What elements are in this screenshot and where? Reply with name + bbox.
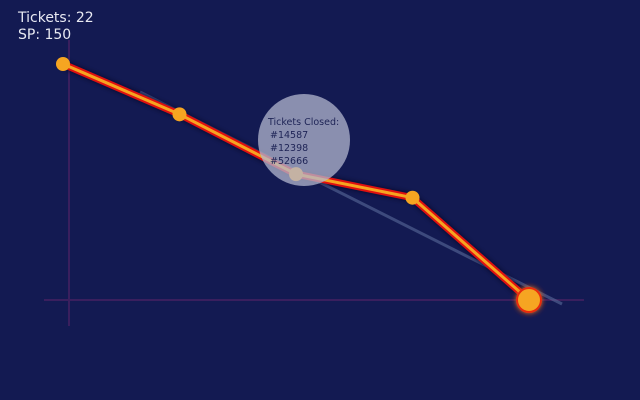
story-points: SP: 150 — [18, 27, 72, 43]
tooltip-title: Tickets Closed: — [267, 117, 339, 128]
tooltip-bubble — [258, 94, 350, 186]
data-point[interactable] — [56, 57, 70, 71]
data-point[interactable] — [405, 190, 420, 205]
data-point[interactable] — [172, 107, 187, 122]
data-point-current[interactable] — [516, 287, 542, 313]
tooltip: Tickets Closed: #14587 #12398 #52666 — [258, 94, 350, 186]
tooltip-item: #14587 — [270, 130, 308, 141]
tickets-count: Tickets: 22 — [18, 10, 94, 26]
stats-panel: Tickets: 22 SP: 150 — [18, 10, 94, 44]
tooltip-item: #52666 — [270, 156, 308, 167]
tooltip-item: #12398 — [270, 143, 308, 154]
